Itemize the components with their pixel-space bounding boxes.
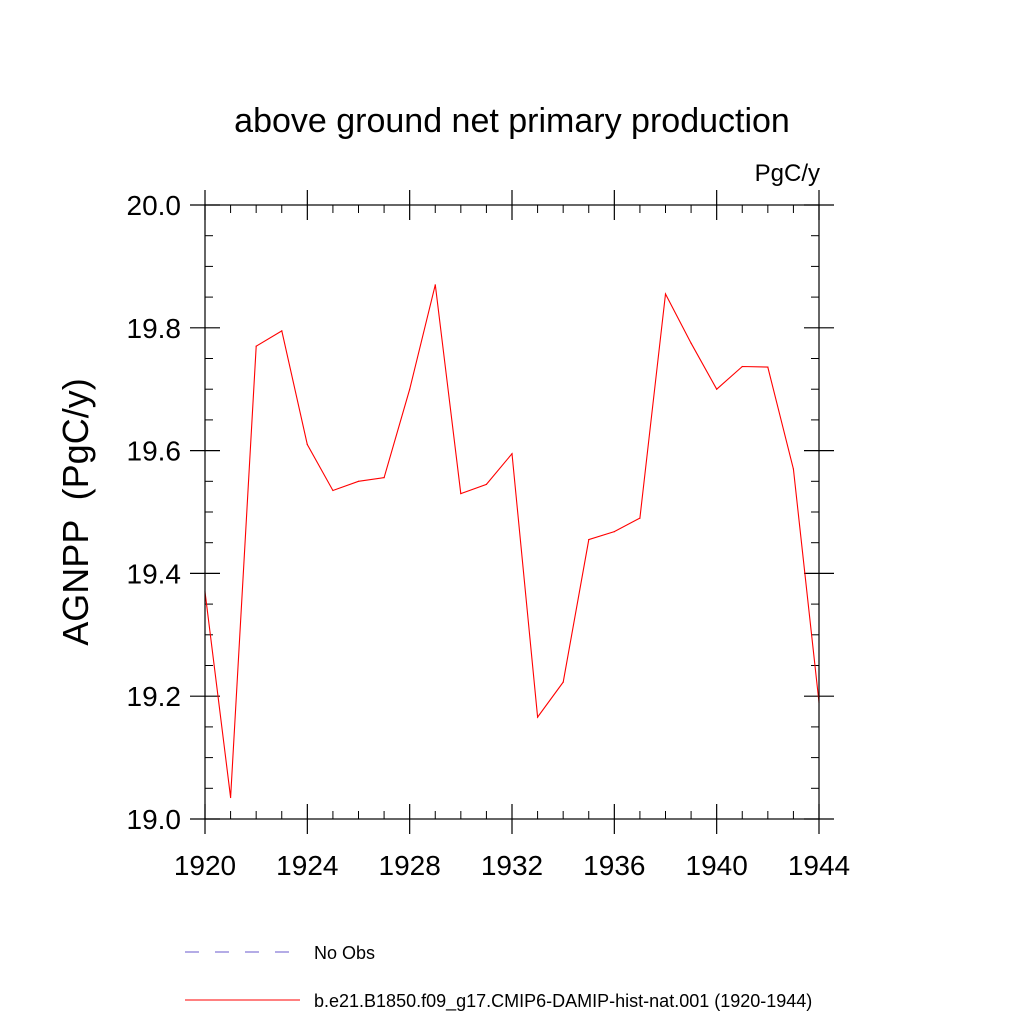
axis-ticks: 1920 1924 1928 1932 1936 1940 1944 19.0 19.2 19.4…: [127, 190, 850, 881]
data-point: [716, 388, 718, 390]
y-axis-label: AGNPP (PgC/y): [55, 378, 96, 645]
x-tick-label: 1940: [686, 850, 748, 881]
data-point: [306, 443, 308, 446]
data-point: [460, 492, 462, 495]
plot-series: [204, 284, 820, 799]
data-point: [332, 489, 334, 492]
data-point: [229, 796, 232, 799]
legend-label-1: b.e21.B1850.f09_g17.CMIP6-DAMIP-hist-nat…: [314, 991, 812, 1012]
data-point: [613, 531, 615, 533]
y-tick-label: 19.0: [127, 804, 182, 835]
data-point: [767, 366, 769, 368]
legend-label-0: No Obs: [314, 943, 375, 963]
data-point: [639, 517, 641, 519]
data-point: [511, 453, 513, 455]
x-tick-label: 1920: [174, 850, 236, 881]
chart-title: above ground net primary production: [234, 102, 790, 140]
data-point: [690, 342, 692, 344]
y-tick-label: 19.2: [127, 681, 182, 712]
x-tick-label: 1936: [583, 850, 645, 881]
data-point: [485, 483, 488, 485]
data-point: [664, 293, 667, 295]
data-point: [562, 681, 564, 683]
data-point: [741, 365, 743, 368]
data-point: [434, 284, 436, 286]
data-point: [409, 388, 411, 390]
x-tick-label: 1944: [788, 850, 850, 881]
y-tick-label: 20.0: [127, 190, 182, 221]
y-tick-label: 19.8: [127, 313, 182, 344]
legend: No Obs b.e21.B1850.f09_g17.CMIP6-DAMIP-hi…: [185, 943, 812, 1012]
y-tick-label: 19.4: [127, 558, 182, 589]
data-point: [281, 330, 283, 332]
x-tick-label: 1932: [481, 850, 543, 881]
y-tick-label: 19.6: [127, 436, 182, 467]
data-point: [792, 468, 795, 470]
x-tick-label: 1928: [379, 850, 441, 881]
plot-frame: [204, 204, 820, 820]
data-point: [383, 477, 385, 479]
data-point: [357, 480, 360, 482]
x-tick-label: 1924: [276, 850, 338, 881]
data-point: [536, 716, 539, 718]
series-line-0: [204, 284, 820, 798]
data-point: [255, 345, 257, 347]
units-label: PgC/y: [755, 160, 820, 187]
data-point: [588, 539, 590, 541]
